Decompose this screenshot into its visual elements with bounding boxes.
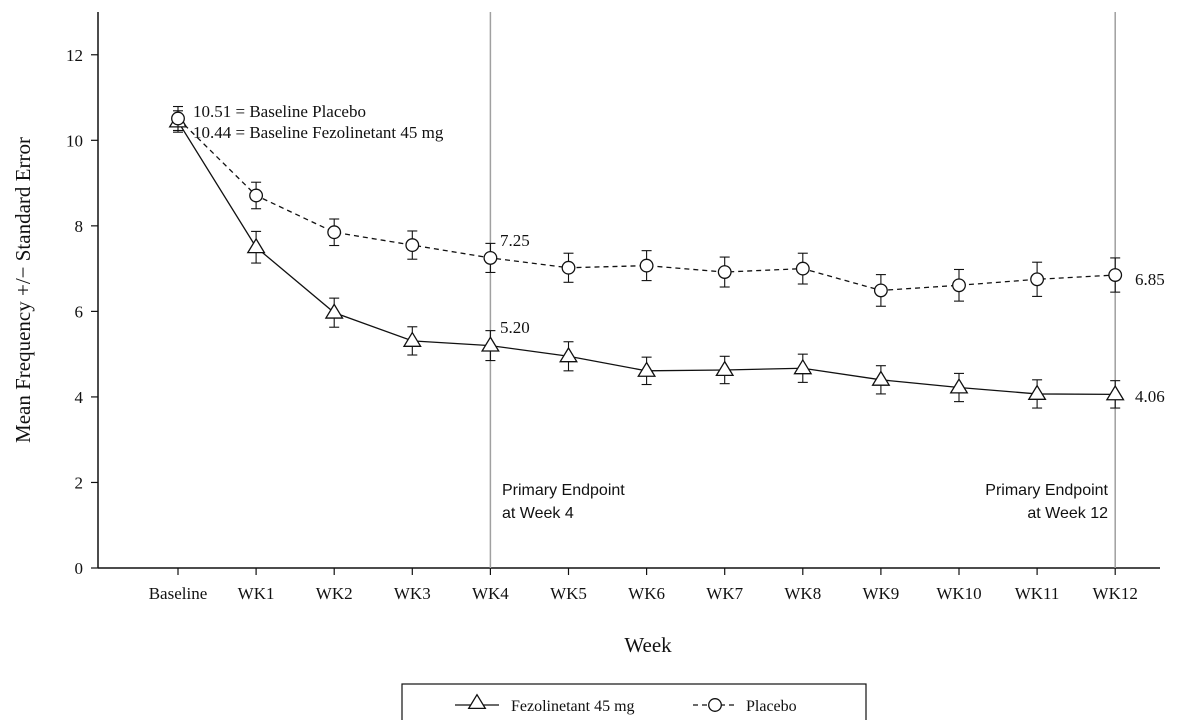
x-tick-label: WK10	[936, 584, 981, 603]
annotation-baseline-placebo: 10.51 = Baseline Placebo	[193, 102, 366, 121]
legend: Fezolinetant 45 mg Placebo	[401, 683, 867, 720]
x-tick-label: WK12	[1093, 584, 1138, 603]
x-tick-label: WK7	[706, 584, 743, 603]
y-tick-label: 12	[66, 46, 83, 65]
y-tick-label: 10	[66, 131, 83, 150]
endpoint-label-wk12-line1: Primary Endpoint	[985, 482, 1108, 499]
data-point	[405, 238, 420, 253]
endpoint-label-wk12-line2: at Week 12	[1027, 505, 1108, 522]
y-tick-label: 8	[75, 217, 84, 236]
legend-label: Placebo	[746, 698, 797, 715]
data-point	[639, 258, 654, 273]
annotation-wk12-fezo: 4.06	[1135, 387, 1165, 406]
series-layer	[168, 105, 1125, 409]
data-point	[327, 225, 342, 240]
y-axis-ticks: 0 2 4 6 8 10 12	[66, 46, 98, 578]
x-axis-ticks: Baseline WK1 WK2 WK3 WK4 WK5 WK6 WK7 WK8 WK9 WK10 W…	[149, 568, 1138, 603]
y-axis-title: Mean Frequency +/− Standard Error	[11, 137, 35, 443]
y-tick-label: 4	[75, 388, 84, 407]
legend-marker	[467, 693, 487, 710]
data-point	[480, 336, 500, 352]
data-point	[873, 283, 888, 298]
data-point	[793, 358, 813, 375]
data-point	[561, 260, 576, 275]
data-point	[171, 111, 185, 126]
x-tick-label: WK9	[862, 584, 899, 603]
data-point	[715, 360, 735, 377]
y-tick-label: 2	[75, 473, 84, 492]
data-point	[249, 188, 264, 203]
legend-label: Fezolinetant 45 mg	[511, 698, 635, 715]
data-point	[1027, 384, 1047, 400]
data-point	[1030, 272, 1045, 287]
x-tick-label: WK11	[1015, 584, 1060, 603]
endpoint-label-wk4-line2: at Week 4	[502, 505, 574, 522]
plot-frame	[97, 12, 1160, 569]
data-point	[246, 237, 266, 254]
annotation-wk12-placebo: 6.85	[1135, 270, 1165, 289]
legend-item: Fezolinetant 45 mg	[455, 693, 635, 715]
data-point	[1108, 268, 1123, 282]
data-point	[559, 346, 578, 363]
legend-marker	[708, 698, 722, 712]
data-point	[324, 303, 344, 319]
data-point	[402, 331, 422, 347]
x-tick-label: WK6	[628, 584, 665, 603]
data-point	[637, 361, 657, 377]
x-tick-label: WK8	[784, 584, 821, 603]
annotations: 10.51 = Baseline Placebo 10.44 = Baselin…	[193, 102, 1165, 522]
x-tick-label: WK1	[238, 584, 275, 603]
annotation-baseline-fezo: 10.44 = Baseline Fezolinetant 45 mg	[193, 123, 444, 142]
series-fezolinetant	[168, 110, 1125, 409]
x-tick-label: WK2	[316, 584, 353, 603]
data-point	[483, 250, 498, 265]
x-tick-label: Baseline	[149, 584, 208, 603]
annotation-wk4-fezo: 5.20	[500, 318, 530, 337]
x-axis-title: Week	[624, 633, 672, 657]
y-tick-label: 6	[75, 302, 84, 321]
x-tick-label: WK5	[550, 584, 587, 603]
data-point	[871, 370, 891, 386]
data-point	[717, 265, 732, 279]
data-point	[1105, 384, 1125, 401]
endpoint-label-wk4-line1: Primary Endpoint	[502, 482, 625, 499]
y-tick-label: 0	[75, 559, 84, 578]
annotation-wk4-placebo: 7.25	[500, 231, 530, 250]
data-point	[952, 278, 966, 293]
data-point	[795, 261, 810, 276]
data-point	[949, 377, 969, 394]
series-placebo	[171, 105, 1123, 307]
x-tick-label: WK4	[472, 584, 509, 603]
legend-item: Placebo	[693, 698, 797, 715]
legend-box	[401, 683, 867, 720]
x-tick-label: WK3	[394, 584, 431, 603]
